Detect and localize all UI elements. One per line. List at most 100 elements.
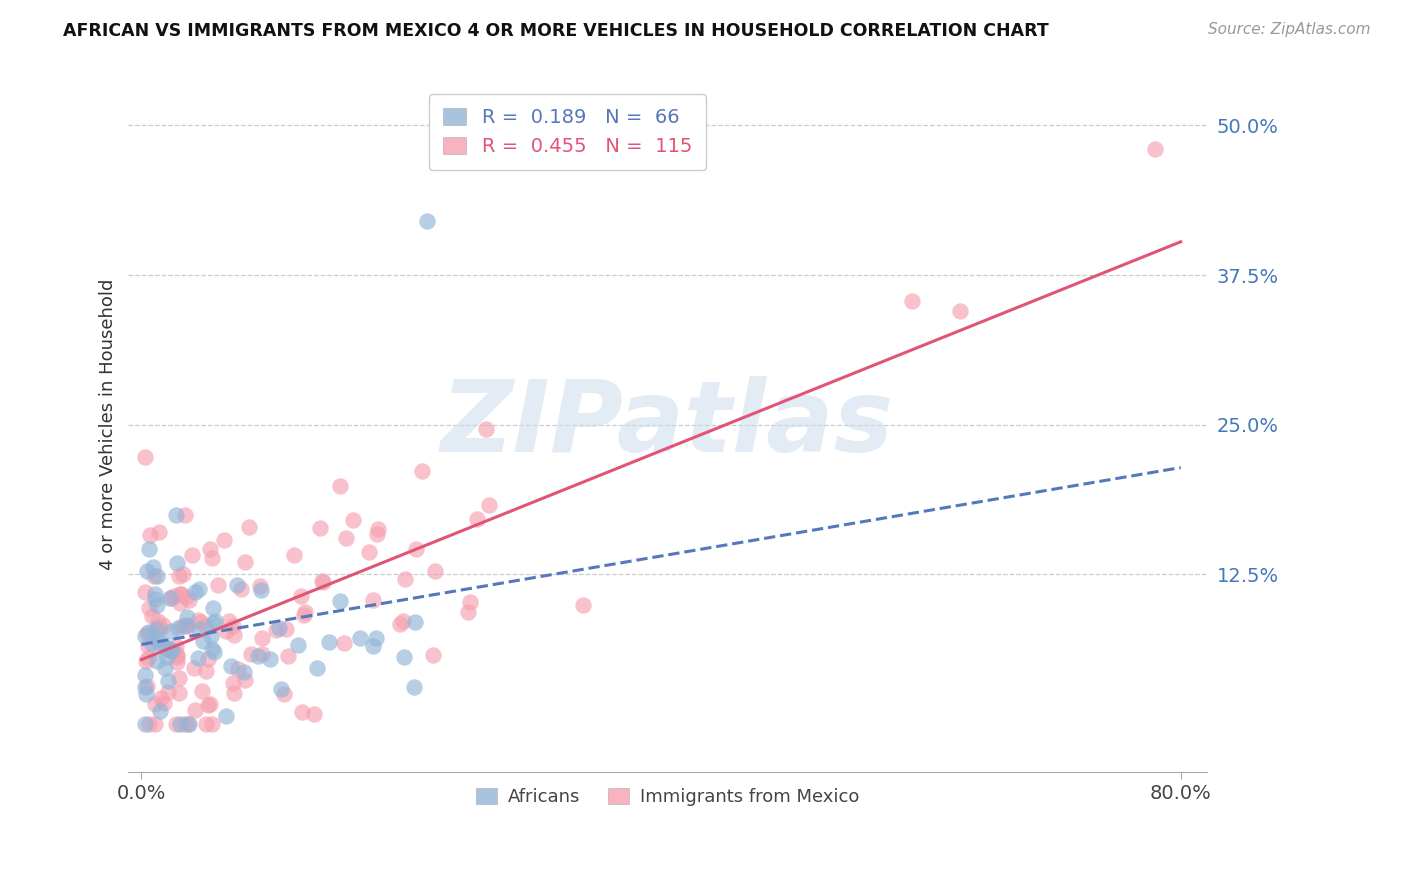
Point: [359, 545, 381, 559]
Point: [402, 681, 425, 695]
Point: [141, 609, 163, 624]
Point: [197, 698, 219, 712]
Point: [142, 560, 165, 574]
Point: [404, 615, 426, 629]
Point: [165, 717, 187, 731]
Point: [177, 717, 200, 731]
Point: [148, 620, 170, 634]
Point: [153, 661, 176, 675]
Point: [159, 591, 181, 605]
Point: [218, 615, 240, 629]
Point: [226, 578, 249, 592]
Point: [157, 641, 180, 656]
Point: [170, 587, 193, 601]
Point: [143, 697, 166, 711]
Point: [305, 661, 328, 675]
Point: [457, 605, 479, 619]
Point: [188, 582, 211, 596]
Point: [170, 618, 193, 632]
Point: [167, 569, 190, 583]
Point: [194, 618, 217, 632]
Point: [176, 591, 198, 605]
Point: [138, 624, 160, 639]
Point: [159, 644, 181, 658]
Point: [411, 464, 433, 478]
Point: [135, 565, 157, 579]
Point: [335, 531, 357, 545]
Point: [250, 647, 273, 661]
Point: [148, 636, 170, 650]
Point: [201, 642, 224, 657]
Point: [138, 600, 160, 615]
Point: [215, 624, 238, 638]
Point: [183, 661, 205, 675]
Point: [274, 622, 297, 636]
Point: [392, 614, 415, 628]
Point: [212, 533, 235, 548]
Point: [187, 613, 209, 627]
Point: [149, 704, 172, 718]
Point: [143, 592, 166, 607]
Point: [143, 587, 166, 601]
Point: [184, 703, 207, 717]
Point: [134, 450, 156, 464]
Point: [194, 717, 217, 731]
Point: [226, 662, 249, 676]
Point: [177, 619, 200, 633]
Point: [177, 592, 200, 607]
Point: [283, 549, 305, 563]
Point: [187, 651, 209, 665]
Point: [392, 649, 415, 664]
Point: [207, 577, 229, 591]
Point: [159, 643, 181, 657]
Point: [146, 598, 169, 612]
Point: [267, 621, 290, 635]
Point: [1143, 142, 1166, 156]
Point: [146, 653, 169, 667]
Point: [138, 542, 160, 557]
Point: [259, 652, 281, 666]
Point: [162, 590, 184, 604]
Point: [176, 717, 198, 731]
Point: [176, 610, 198, 624]
Point: [249, 579, 271, 593]
Point: [342, 513, 364, 527]
Point: [270, 682, 292, 697]
Point: [333, 636, 356, 650]
Point: [294, 605, 316, 619]
Point: [318, 634, 340, 648]
Point: [146, 614, 169, 628]
Point: [405, 541, 427, 556]
Point: [215, 709, 238, 723]
Point: [201, 550, 224, 565]
Point: [200, 629, 222, 643]
Point: [191, 634, 214, 648]
Point: [148, 525, 170, 540]
Point: [135, 654, 157, 668]
Point: [156, 684, 179, 698]
Point: [571, 598, 593, 612]
Point: [167, 685, 190, 699]
Point: [949, 304, 972, 318]
Point: [329, 594, 352, 608]
Point: [166, 650, 188, 665]
Point: [465, 512, 488, 526]
Point: [240, 648, 263, 662]
Point: [394, 573, 416, 587]
Point: [233, 665, 256, 679]
Point: [156, 649, 179, 664]
Point: [273, 687, 295, 701]
Point: [277, 649, 299, 664]
Point: [181, 548, 204, 562]
Point: [138, 528, 160, 542]
Point: [422, 648, 444, 662]
Point: [901, 293, 924, 308]
Point: [169, 596, 191, 610]
Point: [173, 717, 195, 731]
Point: [159, 624, 181, 638]
Point: [200, 542, 222, 557]
Point: [329, 479, 352, 493]
Point: [174, 508, 197, 522]
Point: [198, 698, 221, 712]
Point: [250, 583, 273, 598]
